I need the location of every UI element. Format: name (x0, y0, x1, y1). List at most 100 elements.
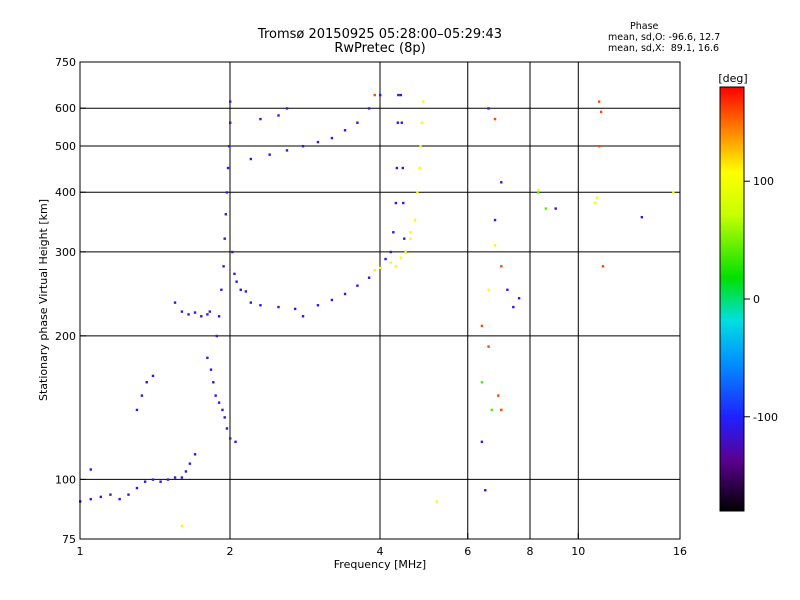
data-point (180, 310, 184, 313)
data-point (231, 250, 234, 254)
data-point (404, 250, 407, 254)
data-point (601, 265, 605, 268)
x-tick-label: 10 (571, 545, 585, 558)
data-point (233, 272, 236, 276)
data-point (301, 315, 305, 318)
data-point (225, 191, 229, 194)
x-tick-label: 6 (464, 545, 471, 558)
data-point (127, 493, 130, 496)
data-point (487, 107, 490, 110)
data-point (224, 213, 228, 216)
chart-title: Tromsø 20150925 05:28:00–05:29:43 (257, 27, 503, 42)
data-point (135, 486, 139, 490)
data-point (392, 231, 395, 234)
data-point (422, 100, 425, 103)
data-point (356, 284, 359, 287)
data-point (173, 301, 177, 304)
data-point (208, 310, 211, 313)
data-point (493, 218, 497, 222)
data-point (395, 166, 399, 170)
data-point (217, 315, 221, 318)
data-point (249, 157, 253, 161)
phase-label: Phase (630, 21, 659, 32)
data-point (409, 231, 412, 234)
data-point (223, 237, 226, 240)
data-point (187, 313, 190, 316)
data-point (151, 374, 155, 378)
data-point (487, 288, 490, 291)
plot-grid (80, 62, 680, 539)
data-point (225, 427, 229, 430)
data-point (379, 266, 382, 269)
data-point (512, 305, 515, 309)
data-point (89, 497, 92, 501)
data-point (402, 201, 405, 205)
data-point (554, 207, 557, 210)
data-point (490, 408, 494, 412)
data-point (301, 144, 305, 148)
data-point (493, 117, 497, 121)
data-point (397, 93, 400, 97)
data-point (180, 476, 184, 479)
data-point (229, 437, 232, 440)
colorbar-tick-label: 100 (753, 175, 774, 188)
data-point (89, 468, 92, 471)
data-point (420, 121, 424, 124)
data-point (143, 480, 147, 483)
x-tick-label: 4 (377, 545, 384, 558)
colorbar-tick-label: -100 (753, 411, 778, 424)
data-point (249, 301, 253, 304)
y-tick-label: 600 (55, 102, 76, 115)
data-point (394, 265, 398, 268)
data-point (220, 288, 223, 291)
data-point (223, 416, 226, 419)
colorbar-tick-label: 0 (753, 293, 760, 306)
data-point (500, 265, 503, 268)
data-point (330, 298, 334, 302)
data-point (229, 100, 232, 103)
data-point (206, 356, 209, 360)
data-point (206, 313, 209, 316)
data-point (672, 191, 675, 194)
data-point (109, 493, 112, 496)
x-tick-label: 1 (77, 545, 84, 558)
data-point (234, 440, 237, 444)
data-point (356, 121, 359, 124)
data-point (496, 394, 500, 397)
data-point (221, 408, 224, 412)
data-point (268, 153, 271, 156)
data-point (215, 334, 219, 338)
data-point (435, 500, 439, 503)
data-point (373, 268, 376, 272)
y-tick-label: 750 (55, 56, 76, 69)
data-point (200, 315, 203, 318)
data-point (209, 368, 213, 371)
data-point (173, 476, 177, 479)
data-point (217, 401, 221, 404)
data-point (487, 345, 490, 348)
data-point (416, 191, 419, 194)
data-point (316, 140, 320, 144)
data-point (597, 100, 601, 103)
data-point (188, 462, 192, 465)
data-point (343, 129, 347, 132)
data-point (151, 478, 155, 481)
x-tick-label: 16 (673, 545, 687, 558)
data-point (373, 93, 376, 97)
data-point (244, 290, 248, 293)
x-axis-label: Frequency [MHz] (334, 558, 426, 571)
data-point (399, 93, 403, 97)
data-points (79, 93, 675, 528)
data-point (480, 381, 484, 384)
data-point (517, 297, 521, 300)
data-point (226, 166, 230, 170)
y-axis-label: Stationary phase Virtual Height [km] (37, 199, 50, 401)
phase-o-stats: mean, sd,O: -96.6, 12.7 (608, 32, 721, 43)
data-point (229, 121, 232, 124)
data-point (394, 201, 398, 205)
data-point (214, 394, 217, 397)
data-point (419, 144, 422, 148)
data-point (500, 181, 503, 184)
data-point (316, 304, 320, 307)
